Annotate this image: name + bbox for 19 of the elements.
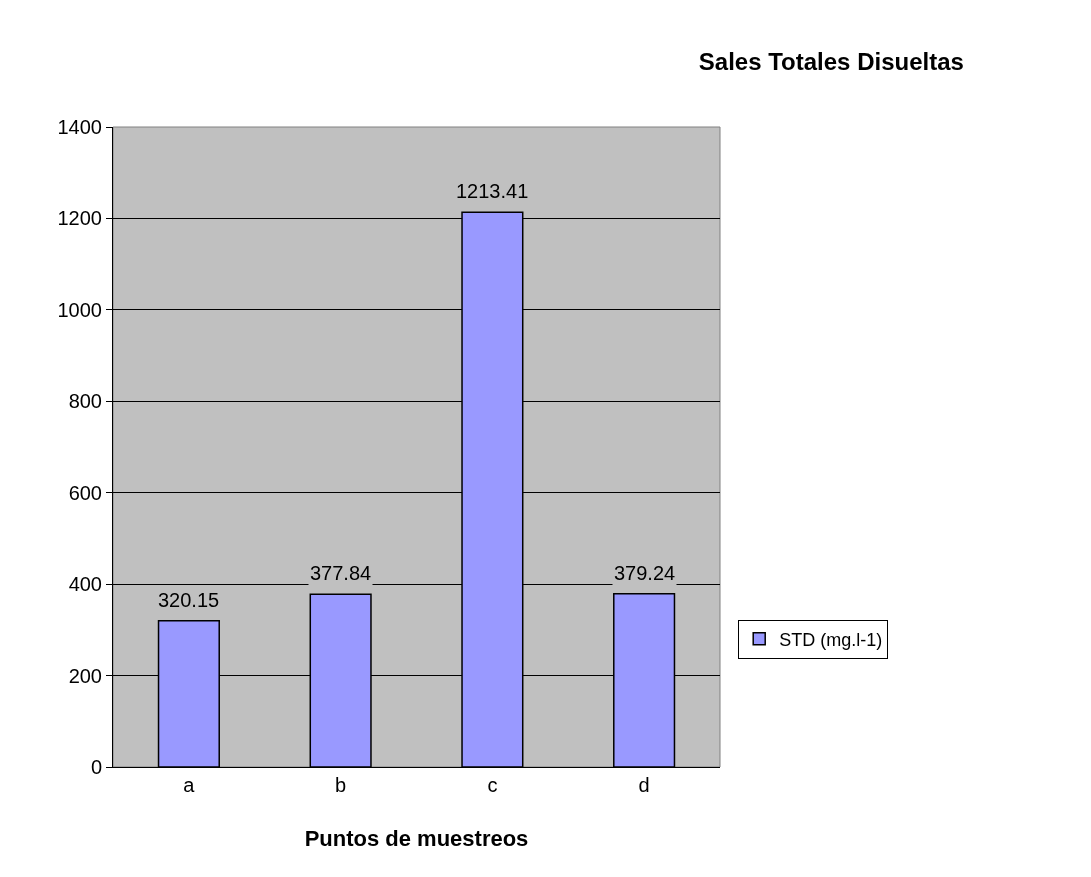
data-label: 320.15 — [158, 589, 220, 611]
y-tick-label: 1000 — [57, 298, 102, 321]
text: Sales Totales Disueltas — [698, 47, 964, 75]
legend-label: STD (mg.l-1) — [779, 629, 883, 650]
y-tick-label: 200 — [68, 664, 102, 687]
y-tick-label: 1400 — [57, 116, 102, 138]
x-tick-label: b — [335, 774, 347, 796]
x-tick-label: a — [183, 774, 196, 796]
data-label: 377.84 — [310, 562, 372, 584]
x-tick-label: c — [487, 774, 498, 796]
y-tick-label: 1200 — [57, 207, 102, 230]
y-tick-label: 800 — [68, 390, 102, 413]
data-label: 1213.41 — [456, 180, 529, 202]
x-axis-title: Puntos de muestreos — [304, 825, 529, 851]
y-tick-label: 600 — [68, 481, 102, 504]
y-tick-label: 400 — [68, 573, 102, 596]
data-label: 379.24 — [614, 562, 676, 584]
x-tick-label: d — [638, 774, 650, 796]
y-tick-label: 0 — [90, 756, 102, 778]
